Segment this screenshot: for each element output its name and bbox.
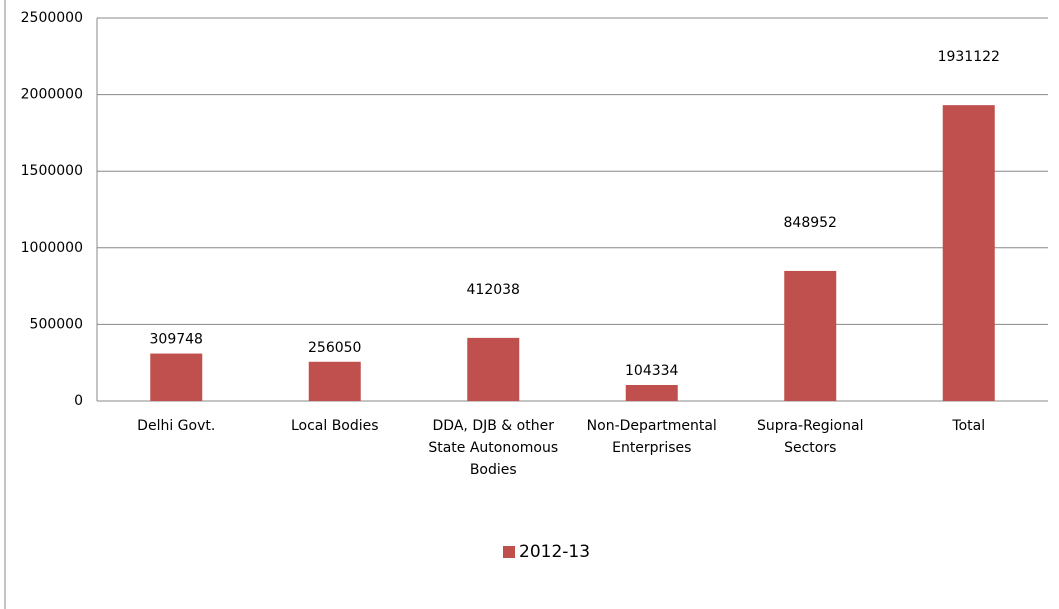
y-tick-label: 0 (74, 393, 83, 409)
x-tick-label: Non-Departmental Enterprises (586, 418, 717, 456)
y-tick-label: 2000000 (21, 87, 83, 103)
bar (150, 353, 203, 401)
x-tick-label: Local Bodies (290, 418, 379, 434)
bar (467, 337, 520, 401)
x-tick-label: DDA, DJB & other State Autonomous Bodies (428, 418, 559, 478)
x-tick-label: Delhi Govt. (137, 418, 216, 434)
bar (942, 105, 995, 402)
x-tick-label: Total (952, 418, 986, 434)
legend-label: 2012-13 (519, 542, 590, 562)
data-label: 104334 (625, 363, 679, 379)
bar (308, 361, 361, 401)
legend-swatch (503, 546, 515, 558)
y-tick-label: 1000000 (21, 240, 83, 256)
data-label: 309748 (150, 332, 203, 348)
y-tick-label: 2500000 (21, 10, 83, 26)
x-tick-label: Supra-Regional Sectors (757, 418, 864, 456)
y-tick-label: 1500000 (21, 163, 83, 179)
y-tick-label: 500000 (30, 316, 83, 332)
data-label: 256050 (308, 340, 361, 356)
data-label: 1931122 (938, 49, 1000, 65)
bar (625, 385, 678, 401)
data-label: 848952 (784, 215, 837, 231)
data-label: 412038 (467, 282, 520, 298)
bar (784, 270, 837, 401)
